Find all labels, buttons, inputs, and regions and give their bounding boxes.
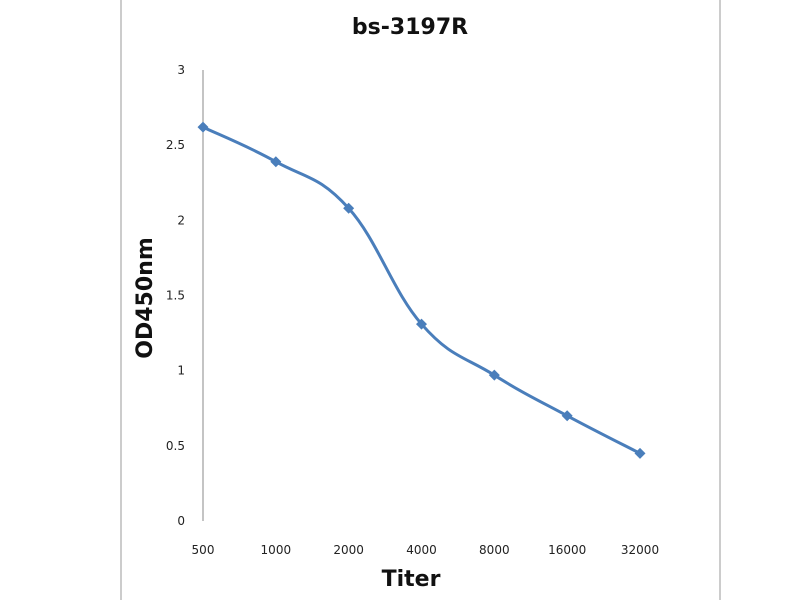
data-point-marker bbox=[488, 369, 500, 381]
data-point-marker bbox=[270, 156, 282, 168]
x-tick-label: 4000 bbox=[406, 543, 437, 557]
y-axis-label: OD450nm bbox=[133, 237, 158, 358]
data-point-marker bbox=[343, 202, 355, 214]
y-tick-label: 2.5 bbox=[166, 138, 185, 152]
x-axis-label: Titer bbox=[382, 567, 441, 592]
y-tick-label: 0 bbox=[177, 514, 185, 528]
x-tick-label: 32000 bbox=[621, 543, 659, 557]
series-line bbox=[202, 125, 641, 455]
x-tick-label: 500 bbox=[192, 543, 215, 557]
y-tick-label: 3 bbox=[177, 63, 185, 77]
y-tick-label: 0.5 bbox=[166, 439, 185, 453]
data-point-marker bbox=[634, 447, 646, 459]
data-point-marker bbox=[197, 121, 209, 133]
y-tick-label: 1 bbox=[177, 364, 185, 378]
x-tick-label: 16000 bbox=[548, 543, 586, 557]
x-tick-label: 2000 bbox=[333, 543, 364, 557]
x-tick-label: 8000 bbox=[479, 543, 510, 557]
chart-title: bs-3197R bbox=[352, 15, 468, 40]
data-point-marker bbox=[416, 318, 427, 330]
y-tick-label: 1.5 bbox=[166, 289, 185, 303]
data-point-marker bbox=[561, 410, 573, 422]
y-tick-label: 2 bbox=[177, 213, 185, 227]
x-tick-label: 1000 bbox=[261, 543, 292, 557]
